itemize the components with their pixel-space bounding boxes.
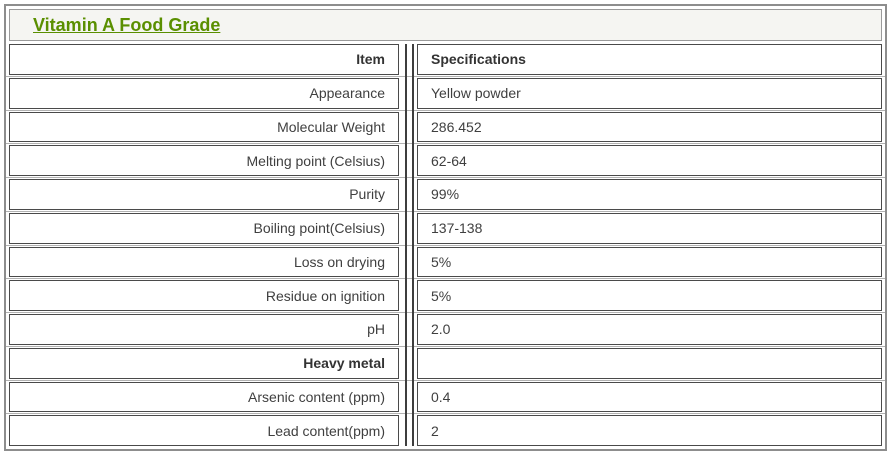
table-row: Arsenic content (ppm) 0.4 xyxy=(6,381,885,414)
table-row: Appearance Yellow powder xyxy=(6,77,885,111)
item-cell: Loss on drying xyxy=(9,246,399,278)
item-cell: pH xyxy=(9,314,399,345)
spec-table: Vitamin A Food Grade Item Specifications… xyxy=(4,4,887,451)
table-header-row: Item Specifications xyxy=(6,44,885,77)
column-gap xyxy=(399,145,417,176)
table-row: Heavy metal xyxy=(6,347,885,381)
item-cell: Boiling point(Celsius) xyxy=(9,212,399,244)
table-row: Molecular Weight 286.452 xyxy=(6,111,885,144)
column-gap xyxy=(399,112,417,143)
spec-cell: 5% xyxy=(417,280,882,311)
item-cell: Molecular Weight xyxy=(9,111,399,143)
spec-cell: 2 xyxy=(417,415,882,446)
item-cell: Residue on ignition xyxy=(9,280,399,311)
page-title-link[interactable]: Vitamin A Food Grade xyxy=(33,14,221,35)
column-gap xyxy=(399,280,417,311)
column-gap xyxy=(399,247,417,278)
item-cell: Appearance xyxy=(9,77,399,109)
spec-cell xyxy=(417,347,882,379)
table-row: Residue on ignition 5% xyxy=(6,280,885,313)
table-row: Melting point (Celsius) 62-64 xyxy=(6,145,885,178)
column-gap xyxy=(399,415,417,446)
spec-cell: 62-64 xyxy=(417,145,882,176)
column-gap xyxy=(399,314,417,345)
item-header-cell: Item xyxy=(9,44,399,75)
item-cell: Arsenic content (ppm) xyxy=(9,381,399,413)
column-gap xyxy=(399,213,417,244)
table-row: pH 2.0 xyxy=(6,314,885,347)
column-gap xyxy=(399,44,417,75)
column-gap xyxy=(399,78,417,109)
table-row: Boiling point(Celsius) 137-138 xyxy=(6,212,885,246)
column-divider-left xyxy=(405,44,407,446)
table-row: Lead content(ppm) 2 xyxy=(9,415,882,446)
spec-cell: 0.4 xyxy=(417,381,882,413)
item-cell: Purity xyxy=(9,179,399,210)
table-row: Purity 99% xyxy=(6,179,885,212)
table-row: Loss on drying 5% xyxy=(6,246,885,279)
column-gap xyxy=(399,382,417,413)
title-bar: Vitamin A Food Grade xyxy=(9,9,882,41)
spec-cell: 2.0 xyxy=(417,314,882,345)
column-gap xyxy=(399,179,417,210)
spec-cell: 99% xyxy=(417,179,882,210)
spec-header-cell: Specifications xyxy=(417,44,882,75)
item-cell: Heavy metal xyxy=(9,347,399,379)
item-cell: Lead content(ppm) xyxy=(9,415,399,446)
spec-cell: 137-138 xyxy=(417,212,882,244)
item-cell: Melting point (Celsius) xyxy=(9,145,399,176)
spec-cell: 5% xyxy=(417,246,882,278)
table-body: Item Specifications Appearance Yellow po… xyxy=(6,44,885,446)
spec-cell: 286.452 xyxy=(417,111,882,143)
column-gap xyxy=(399,348,417,379)
column-divider-right xyxy=(412,44,414,446)
spec-cell: Yellow powder xyxy=(417,77,882,109)
